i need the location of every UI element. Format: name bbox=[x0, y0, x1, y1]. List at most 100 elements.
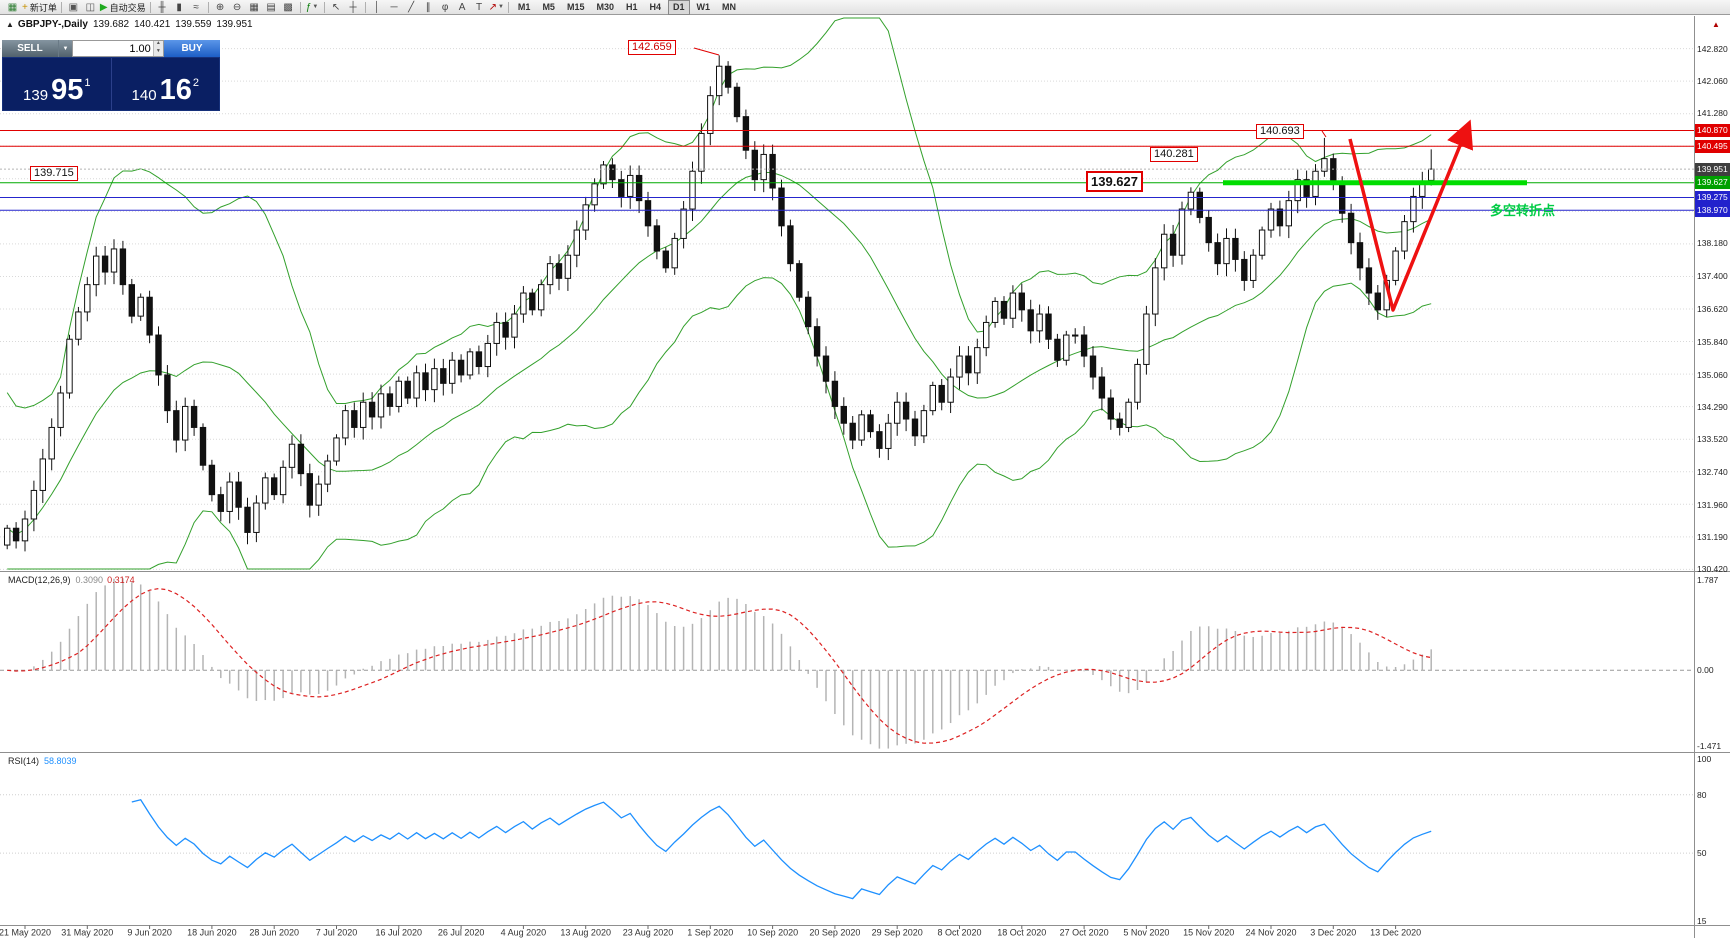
price-callout-139.627[interactable]: 139.627 bbox=[1086, 171, 1143, 192]
price-axis-label: 131.960 bbox=[1697, 499, 1728, 510]
price-axis-label: 133.520 bbox=[1697, 434, 1728, 445]
timeframe-h1[interactable]: H1 bbox=[625, 1, 638, 12]
trendline-icon[interactable]: ╱ bbox=[408, 1, 415, 13]
price-callout-139.715[interactable]: 139.715 bbox=[30, 166, 78, 181]
spin-up-icon[interactable]: ▲ bbox=[153, 41, 163, 49]
horizontal-line-icon[interactable]: ─ bbox=[390, 1, 398, 13]
svg-text:26 Jul 2020: 26 Jul 2020 bbox=[438, 928, 485, 938]
toolbar-separator bbox=[299, 1, 301, 13]
gridlines bbox=[0, 48, 1694, 570]
price-tag-138.970: 138.970 bbox=[1695, 203, 1730, 217]
svg-text:28 Jun 2020: 28 Jun 2020 bbox=[249, 928, 299, 938]
price-tag-139.951: 139.951 bbox=[1695, 162, 1730, 176]
price-axis-label: 138.180 bbox=[1697, 238, 1728, 249]
timeframe-m30[interactable]: M30 bbox=[596, 1, 614, 12]
svg-text:10 Sep 2020: 10 Sep 2020 bbox=[747, 928, 798, 938]
one-click-trading-panel: SELL ▼ ▲ ▼ BUY 139 95 1 140 16 2 bbox=[2, 40, 220, 111]
toolbar-separator bbox=[149, 1, 151, 13]
candlestick-series bbox=[4, 55, 1435, 552]
line-chart-type-icon[interactable]: ≈ bbox=[193, 1, 199, 13]
channel-icon[interactable]: ∥ bbox=[425, 1, 431, 13]
new-order-button[interactable]: + 新订单 bbox=[22, 1, 57, 13]
toolbar-separator bbox=[60, 1, 62, 13]
svg-text:16 Jul 2020: 16 Jul 2020 bbox=[376, 928, 423, 938]
toolbar-separator bbox=[364, 1, 366, 13]
svg-text:31 May 2020: 31 May 2020 bbox=[61, 928, 113, 938]
tile-windows-icon[interactable]: ▦ bbox=[249, 1, 259, 13]
timeframe-m1[interactable]: M1 bbox=[517, 1, 531, 12]
high-value: 140.421 bbox=[134, 19, 171, 30]
sell-price-display[interactable]: 139 95 1 bbox=[3, 58, 112, 110]
timeframe-m15[interactable]: M15 bbox=[566, 1, 585, 12]
zoom-in-icon[interactable]: ⊕ bbox=[215, 1, 225, 13]
volume-spinner[interactable]: ▲ ▼ bbox=[152, 41, 163, 56]
rsi-scale-label: 80 bbox=[1697, 789, 1707, 800]
price-axis-label: 135.840 bbox=[1697, 336, 1728, 347]
buy-price-display[interactable]: 140 16 2 bbox=[112, 58, 220, 110]
timeframe-h4[interactable]: H4 bbox=[649, 1, 662, 12]
sell-price-pips: 95 bbox=[51, 74, 84, 107]
axis-scroll-icon[interactable]: ▲ bbox=[1712, 20, 1720, 29]
buy-price-fraction: 2 bbox=[192, 77, 199, 89]
cascade-windows-icon[interactable]: ▤ bbox=[266, 1, 276, 13]
close-value: 139.951 bbox=[216, 19, 253, 30]
volume-field: ▲ ▼ bbox=[72, 40, 164, 57]
svg-text:18 Jun 2020: 18 Jun 2020 bbox=[187, 928, 237, 938]
crosshair-icon[interactable]: ┼ bbox=[349, 1, 357, 13]
price-callout-140.693[interactable]: 140.693 bbox=[1256, 124, 1304, 139]
fibonacci-icon[interactable]: φ bbox=[441, 1, 449, 13]
arrows-tool-icon[interactable]: ↗ ▼ bbox=[488, 1, 504, 13]
price-axis-label: 132.740 bbox=[1697, 466, 1728, 477]
timeframe-m5[interactable]: M5 bbox=[542, 1, 555, 12]
price-axis-label: 142.060 bbox=[1697, 75, 1728, 86]
text-icon[interactable]: A bbox=[458, 1, 466, 13]
price-callout-140.281[interactable]: 140.281 bbox=[1150, 147, 1198, 162]
window-list-icon[interactable]: ▣ bbox=[68, 1, 79, 13]
grid-toggle-icon[interactable]: ▩ bbox=[283, 1, 293, 13]
price-callout-142.659[interactable]: 142.659 bbox=[628, 40, 676, 55]
one-click-toggle-icon[interactable]: ▲ bbox=[6, 20, 14, 29]
timeframe-mn[interactable]: MN bbox=[722, 1, 737, 12]
zoom-out-icon[interactable]: ⊖ bbox=[232, 1, 242, 13]
svg-text:18 Oct 2020: 18 Oct 2020 bbox=[997, 928, 1046, 938]
svg-text:3 Dec 2020: 3 Dec 2020 bbox=[1310, 928, 1356, 938]
date-axis: 21 May 2020 31 May 2020 9 Jun 2020 18 Jun 2… bbox=[0, 925, 1421, 938]
svg-text:4 Aug 2020: 4 Aug 2020 bbox=[501, 928, 547, 938]
text-label-icon[interactable]: T bbox=[476, 1, 483, 13]
price-axis-label: 131.190 bbox=[1697, 532, 1728, 543]
chart-window-icon[interactable]: ◫ bbox=[85, 1, 96, 13]
autotrade-button[interactable]: ▶ 自动交易 bbox=[99, 1, 146, 13]
toolbar-separator bbox=[323, 1, 325, 13]
chinese-note-text[interactable]: 多空转折点 bbox=[1490, 203, 1556, 218]
price-axis-label: 134.290 bbox=[1697, 401, 1728, 412]
buy-button[interactable]: BUY bbox=[164, 40, 220, 57]
macd-main-value: 0.3090 bbox=[75, 575, 104, 585]
volume-input[interactable] bbox=[73, 41, 153, 56]
svg-text:13 Dec 2020: 13 Dec 2020 bbox=[1370, 928, 1421, 938]
price-tag-139.627: 139.627 bbox=[1695, 176, 1730, 190]
price-axis-label: 137.400 bbox=[1697, 271, 1728, 282]
svg-text:5 Nov 2020: 5 Nov 2020 bbox=[1123, 928, 1169, 938]
timeframe-d1[interactable]: D1 bbox=[668, 0, 690, 15]
indicators-icon[interactable]: ƒ ▼ bbox=[305, 1, 319, 13]
toolbar-separator bbox=[207, 1, 209, 13]
timeframe-w1[interactable]: W1 bbox=[696, 1, 711, 12]
v-reversal-arrow[interactable] bbox=[1348, 119, 1474, 312]
svg-text:23 Aug 2020: 23 Aug 2020 bbox=[623, 928, 674, 938]
candle-chart-type-icon[interactable]: ▮ bbox=[176, 1, 182, 13]
svg-text:20 Sep 2020: 20 Sep 2020 bbox=[809, 928, 860, 938]
macd-signal-value: 0.3174 bbox=[107, 575, 135, 585]
cursor-icon[interactable]: ↖ bbox=[331, 1, 341, 13]
horizontal-lines[interactable] bbox=[0, 130, 1694, 211]
spin-down-icon[interactable]: ▼ bbox=[153, 48, 163, 56]
rsi-scale-label: 50 bbox=[1697, 848, 1707, 859]
new-chart-icon[interactable]: ▦ bbox=[7, 1, 18, 13]
vertical-line-icon[interactable]: │ bbox=[373, 1, 381, 13]
order-options-dropdown-icon[interactable]: ▼ bbox=[58, 40, 72, 57]
svg-text:24 Nov 2020: 24 Nov 2020 bbox=[1245, 928, 1296, 938]
bar-chart-type-icon[interactable]: ╫ bbox=[158, 1, 166, 13]
svg-text:29 Sep 2020: 29 Sep 2020 bbox=[872, 928, 923, 938]
sell-button[interactable]: SELL bbox=[2, 40, 58, 57]
